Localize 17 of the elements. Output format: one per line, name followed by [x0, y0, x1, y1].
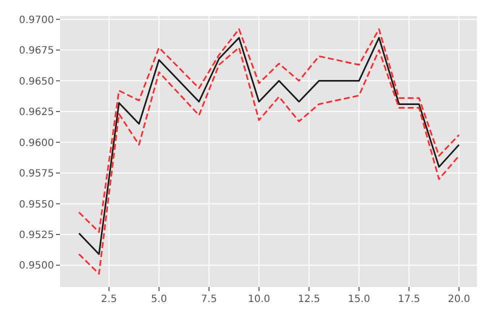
y-tick-label: 0.9575 [19, 168, 54, 180]
y-tick-label: 0.9525 [19, 230, 54, 241]
y-tick-label: 0.9600 [19, 138, 54, 149]
x-tick-label: 15.0 [348, 294, 370, 305]
y-tick-label: 0.9500 [19, 260, 54, 272]
y-tick-label: 0.9650 [19, 76, 54, 88]
y-tick-label: 0.9675 [19, 46, 54, 57]
x-tick-label: 12.5 [298, 294, 320, 305]
x-tick-label: 5.0 [151, 294, 167, 305]
y-tick-label: 0.9550 [19, 199, 54, 210]
x-tick-label: 10.0 [248, 294, 270, 305]
y-tick-label: 0.9700 [19, 14, 54, 26]
x-tick-label: 7.5 [201, 294, 217, 305]
x-tick-label: 17.5 [398, 294, 420, 305]
x-tick-label: 2.5 [101, 294, 117, 305]
x-tick-label: 20.0 [448, 294, 470, 305]
y-tick-label: 0.9625 [19, 107, 54, 118]
